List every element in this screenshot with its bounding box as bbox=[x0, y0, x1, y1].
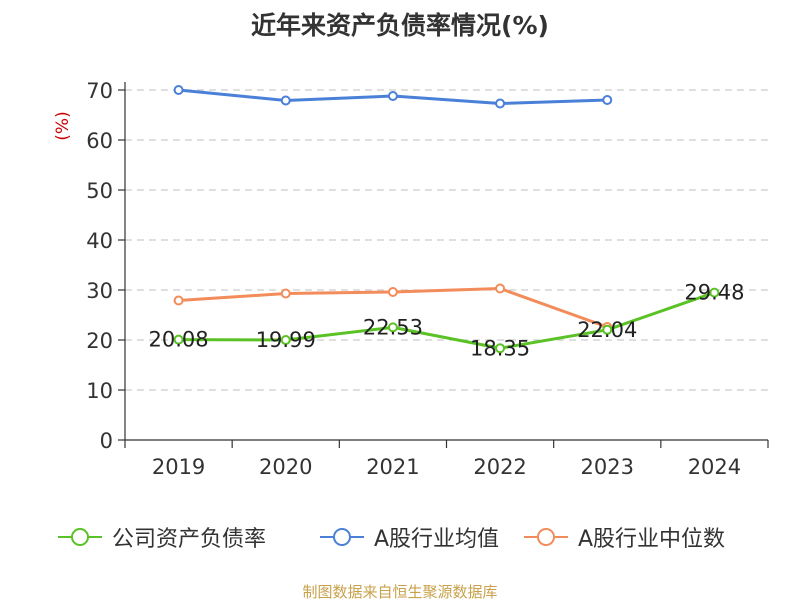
y-axis-title: (%) bbox=[53, 111, 73, 140]
source-note: 制图数据来自恒生聚源数据库 bbox=[302, 583, 498, 601]
y-tick-label: 60 bbox=[86, 129, 113, 153]
data-point bbox=[173, 295, 184, 306]
data-label: 18.35 bbox=[470, 336, 530, 360]
data-point bbox=[387, 287, 398, 297]
data-point bbox=[495, 283, 506, 294]
legend-item-industry-median[interactable]: A股行业中位数 bbox=[524, 521, 725, 553]
chart-title: 近年来资产负债率情况(%) bbox=[251, 11, 549, 40]
data-label: 29.48 bbox=[684, 281, 744, 305]
legend-label-industry-median: A股行业中位数 bbox=[578, 527, 726, 552]
data-label: 20.08 bbox=[149, 328, 209, 352]
y-tick-label: 50 bbox=[86, 179, 113, 203]
x-tick-label: 2023 bbox=[581, 455, 634, 479]
legend-label-industry-mean: A股行业均值 bbox=[374, 527, 500, 552]
data-point bbox=[387, 91, 398, 101]
legend-symbol-industry-mean bbox=[320, 525, 364, 549]
data-label: 19.99 bbox=[256, 328, 316, 352]
data-point bbox=[173, 85, 184, 95]
y-tick-label: 0 bbox=[100, 429, 113, 453]
legend-symbol-industry-median bbox=[524, 525, 568, 549]
legend-label-company: 公司资产负债率 bbox=[112, 527, 267, 552]
series-layer bbox=[173, 85, 720, 354]
data-point bbox=[709, 287, 720, 298]
data-point bbox=[387, 322, 398, 333]
series-line-0 bbox=[178, 291, 715, 350]
x-tick-label: 2022 bbox=[473, 455, 526, 479]
grid-layer bbox=[125, 89, 768, 391]
data-point bbox=[280, 335, 291, 346]
legend: 公司资产负债率 A股行业均值 A股行业中位数 bbox=[0, 521, 800, 553]
data-point bbox=[602, 95, 613, 105]
x-tick-label: 2021 bbox=[366, 455, 419, 479]
x-tick-label: 2019 bbox=[152, 455, 205, 479]
data-point bbox=[280, 95, 291, 106]
y-tick-label: 30 bbox=[86, 279, 113, 303]
x-tick-label: 2024 bbox=[688, 455, 741, 479]
data-label: 22.04 bbox=[577, 318, 637, 342]
axis-layer: 0 10 20 30 40 50 60 70 2019 2020 2021 2022 2023 2024 bbox=[86, 79, 769, 479]
data-point bbox=[602, 324, 613, 335]
data-label-layer: 20.08 19.99 22.53 18.35 22.04 29.48 bbox=[149, 281, 745, 361]
data-label: 22.53 bbox=[363, 315, 423, 339]
y-tick-label: 10 bbox=[86, 379, 113, 403]
data-point bbox=[495, 343, 506, 354]
legend-item-company[interactable]: 公司资产负债率 bbox=[58, 521, 266, 553]
data-point bbox=[495, 98, 506, 109]
data-point bbox=[280, 288, 291, 299]
x-tick-label: 2020 bbox=[259, 455, 312, 479]
y-tick-label: 20 bbox=[86, 329, 113, 353]
y-tick-label: 70 bbox=[86, 79, 113, 103]
legend-item-industry-mean[interactable]: A股行业均值 bbox=[320, 521, 499, 553]
legend-symbol-company bbox=[58, 525, 102, 549]
y-tick-label: 40 bbox=[86, 229, 113, 253]
data-point bbox=[173, 334, 184, 345]
